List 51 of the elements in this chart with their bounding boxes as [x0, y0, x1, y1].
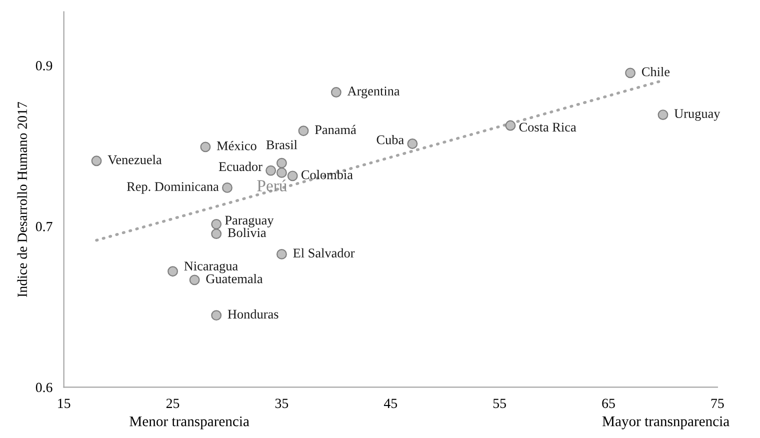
x-tick-label: 35 — [275, 398, 288, 408]
point — [330, 87, 342, 98]
point — [625, 68, 636, 78]
x-tick-label: 65 — [602, 398, 615, 408]
x-tick-label: 55 — [493, 398, 506, 408]
data-label: Rep. Dominicana — [126, 182, 219, 194]
data-label: Perú — [257, 180, 287, 192]
y-axis-title: Indice de Desarrollo Humano 2017 — [17, 102, 27, 297]
point — [276, 248, 287, 260]
data-label: Colombia — [301, 170, 353, 180]
data-label: Costa Rica — [519, 122, 576, 132]
point — [276, 158, 287, 168]
text: Mayor transnparencia — [602, 416, 730, 430]
x-tick-label: 45 — [384, 398, 398, 408]
data-label: El Salvador — [293, 248, 355, 258]
point — [211, 218, 222, 230]
y-tick-label: 0.6 — [36, 382, 52, 392]
x-tick-label: 15 — [58, 398, 70, 408]
point — [91, 156, 102, 166]
point — [407, 138, 418, 149]
data-label: Argentina — [347, 86, 400, 98]
point — [189, 274, 200, 286]
data-label: Bolivia — [228, 228, 266, 238]
data-label: Brasil — [266, 140, 298, 150]
point — [222, 182, 232, 193]
point — [287, 170, 298, 182]
text: Menor transparencia — [130, 416, 250, 430]
y-tick-label: 0.9 — [36, 61, 52, 70]
data-label: Cuba — [376, 134, 404, 144]
data-label: Chile — [642, 66, 670, 76]
point — [658, 110, 668, 120]
point — [276, 167, 287, 178]
point — [211, 310, 222, 321]
point — [200, 142, 211, 152]
data-label: Venezuela — [108, 154, 162, 164]
point — [505, 120, 516, 131]
data-label: México — [216, 140, 256, 150]
point — [266, 165, 276, 176]
y-tick-label: 0.7 — [36, 222, 52, 232]
data-label: Panamá — [314, 124, 356, 134]
data-label: Uruguay — [674, 109, 720, 121]
x-tick-label: 25 — [166, 398, 180, 408]
point — [168, 266, 178, 277]
data-label: Guatemala — [206, 274, 263, 284]
x-tick-label: 75 — [711, 398, 724, 408]
point — [211, 228, 222, 240]
data-label: Nicaragua — [184, 262, 238, 274]
data-label: Paraguay — [225, 216, 274, 228]
point — [298, 126, 309, 136]
data-label: Honduras — [228, 309, 278, 319]
data-label: Ecuador — [218, 162, 262, 172]
